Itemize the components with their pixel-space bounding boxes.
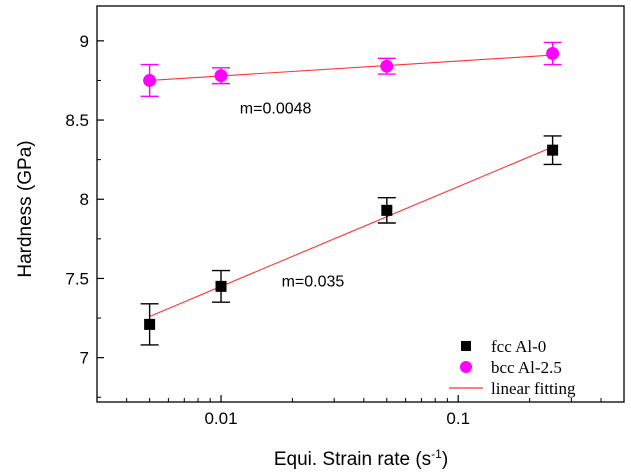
y-tick-label: 9 — [80, 32, 89, 51]
x-axis-label-superscript: -1 — [431, 447, 442, 461]
data-point-square — [547, 144, 559, 156]
legend-label: bcc Al-2.5 — [491, 358, 562, 377]
data-point-circle — [143, 73, 157, 87]
plot-border — [96, 5, 625, 403]
x-tick-label: 0.01 — [204, 409, 237, 428]
legend-marker-square — [461, 341, 471, 351]
y-tick-label: 7.5 — [65, 269, 89, 288]
x-axis-label-main: Equi. Strain rate (s — [274, 449, 431, 470]
y-tick-label: 7 — [80, 349, 89, 368]
fit-line — [149, 54, 553, 81]
legend: fcc Al-0 bcc Al-2.5 linear fitting — [449, 337, 576, 398]
data-point-circle — [546, 47, 560, 61]
annotations: m=0.0048 m=0.035 — [240, 101, 345, 291]
x-axis-label-close: ) — [442, 449, 448, 470]
fit-lines — [149, 54, 553, 317]
legend-label: fcc Al-0 — [491, 337, 546, 356]
slope-annotation: m=0.0048 — [240, 101, 312, 118]
legend-label: linear fitting — [491, 379, 576, 398]
slope-annotation: m=0.035 — [282, 273, 345, 290]
y-axis-label: Hardness (GPa) — [15, 140, 36, 277]
y-tick-label: 8.5 — [65, 111, 89, 130]
data-point-square — [381, 204, 393, 216]
legend-marker-circle — [460, 361, 472, 373]
error-bars — [140, 41, 562, 346]
x-axis-label: Equi. Strain rate (s-1) — [274, 447, 448, 470]
plot-frame — [96, 5, 625, 403]
data-markers — [143, 47, 560, 330]
data-point-square — [215, 280, 227, 292]
axis-ticks: 7 7.5 8 8.5 9 0.01 0.1 — [65, 32, 602, 428]
x-tick-label: 0.1 — [446, 409, 470, 428]
data-point-circle — [380, 59, 394, 73]
data-point-square — [144, 318, 156, 330]
data-point-circle — [214, 69, 228, 83]
y-tick-label: 8 — [80, 190, 89, 209]
fit-line — [149, 146, 553, 317]
